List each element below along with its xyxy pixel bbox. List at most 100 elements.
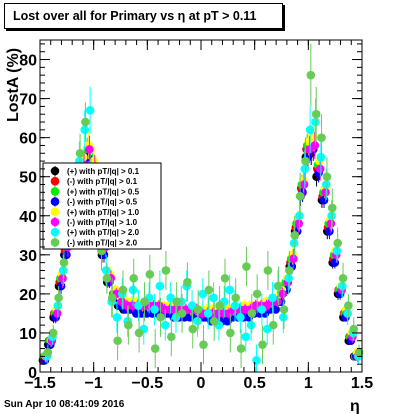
data-point xyxy=(263,266,273,275)
data-point xyxy=(75,148,85,158)
data-point xyxy=(326,219,336,228)
data-point xyxy=(316,152,326,162)
data-point xyxy=(319,195,329,205)
data-point xyxy=(322,172,332,182)
data-point xyxy=(279,313,288,322)
data-point xyxy=(113,336,122,346)
data-point xyxy=(328,203,337,213)
data-point xyxy=(161,266,171,275)
data-point xyxy=(236,313,245,322)
data-point xyxy=(295,191,305,201)
data-point xyxy=(279,305,289,314)
legend-label: (-) with pT/|q| > 2.0 xyxy=(67,238,138,247)
data-point xyxy=(145,270,155,279)
data-point xyxy=(215,301,224,310)
legend-label: (-) with pT/|q| > 1.0 xyxy=(67,218,138,227)
data-point xyxy=(225,285,234,295)
data-point xyxy=(48,328,58,338)
data-point xyxy=(333,238,342,248)
data-point xyxy=(150,344,160,353)
x-tick-label: 1 xyxy=(304,375,313,392)
data-point xyxy=(325,227,334,236)
legend: (+) with pT/|q| > 0.1(-) with pT/|q| > 0… xyxy=(42,162,162,250)
data-point xyxy=(299,180,309,189)
x-tick-label: 0 xyxy=(197,375,206,392)
data-point xyxy=(315,164,325,174)
data-point xyxy=(226,328,235,338)
data-point xyxy=(203,309,213,318)
data-point xyxy=(289,238,299,248)
data-point xyxy=(193,316,202,326)
data-point xyxy=(241,332,251,342)
data-point xyxy=(188,324,198,334)
data-point xyxy=(58,266,68,275)
x-tick-label: −0.5 xyxy=(132,375,164,392)
y-tick-label: 50 xyxy=(19,170,37,187)
data-point xyxy=(252,355,261,365)
data-point xyxy=(59,258,69,267)
axes: −1.5 −1 −0.5 0 0.5 1 1.5 0 10 20 30 40 50 60 70 80 xyxy=(19,39,373,392)
legend-label: (-) with pT/|q| > 0.5 xyxy=(67,198,138,207)
data-point xyxy=(193,305,203,314)
data-point xyxy=(54,293,63,303)
data-point xyxy=(85,145,94,154)
data-point xyxy=(107,293,117,303)
data-point xyxy=(321,180,331,189)
data-point xyxy=(284,273,293,283)
data-point xyxy=(247,309,257,318)
chart-title: Lost over all for Primary vs η at pT > 0… xyxy=(4,3,283,29)
data-point xyxy=(289,254,298,264)
data-point xyxy=(124,320,133,330)
data-point xyxy=(332,246,342,256)
data-point xyxy=(242,262,251,271)
data-point xyxy=(52,309,62,318)
data-point xyxy=(285,266,294,275)
legend-box xyxy=(42,162,162,250)
data-point xyxy=(209,316,219,326)
x-tick-label: −1 xyxy=(85,375,103,392)
data-point xyxy=(118,285,128,295)
data-point xyxy=(134,328,144,338)
data-point xyxy=(311,109,321,119)
data-point xyxy=(344,301,353,310)
data-point xyxy=(102,273,112,283)
data-point xyxy=(338,281,347,291)
data-point xyxy=(58,273,67,283)
data-point xyxy=(349,324,359,334)
data-point xyxy=(252,289,262,299)
data-point xyxy=(268,320,278,330)
data-point xyxy=(309,133,319,142)
data-point xyxy=(268,293,277,303)
y-tick-label: 80 xyxy=(19,53,37,70)
y-axis-label: LostA (%) xyxy=(5,48,22,122)
data-point xyxy=(128,285,138,295)
data-point xyxy=(81,117,90,127)
data-point xyxy=(230,301,240,310)
data-point xyxy=(204,285,214,295)
data-point xyxy=(300,164,310,174)
data-point xyxy=(43,348,53,357)
data-point xyxy=(209,293,218,303)
y-tick-label: 70 xyxy=(19,92,37,109)
data-point xyxy=(257,305,267,314)
data-point xyxy=(258,340,267,349)
legend-label: (+) with pT/|q| > 0.5 xyxy=(67,187,140,196)
data-point xyxy=(354,348,364,357)
x-axis-label: η xyxy=(350,398,360,414)
y-tick-label: 30 xyxy=(19,248,37,265)
y-tick-label: 0 xyxy=(28,365,37,382)
data-point xyxy=(56,281,66,291)
data-point xyxy=(129,273,139,283)
y-tick-label: 40 xyxy=(19,209,37,226)
data-point xyxy=(140,297,149,306)
data-point xyxy=(220,273,230,283)
y-tick-label: 10 xyxy=(19,326,37,343)
data-point xyxy=(311,117,320,127)
x-tick-label: 0.5 xyxy=(244,375,266,392)
data-point xyxy=(80,125,90,135)
data-point xyxy=(160,320,170,330)
x-tick-label: −1.5 xyxy=(24,375,56,392)
y-tick-label: 20 xyxy=(19,287,37,304)
footer-timestamp: Sun Apr 10 08:41:09 2016 xyxy=(4,399,125,410)
